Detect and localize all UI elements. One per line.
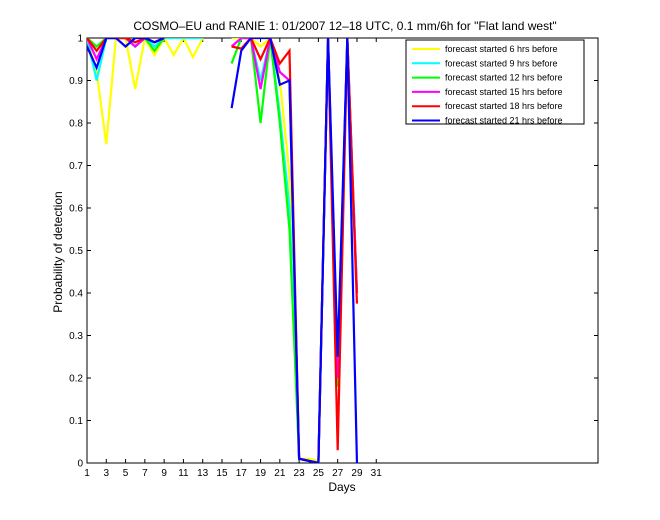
legend-entry-label: forecast started 15 hrs before xyxy=(445,87,563,97)
x-tick-label: 9 xyxy=(161,468,167,479)
y-tick-label: 0.8 xyxy=(69,119,83,130)
x-tick-label: 1 xyxy=(84,468,90,479)
x-tick-label: 17 xyxy=(236,468,248,479)
y-tick-label: 0.5 xyxy=(69,246,83,257)
y-tick-label: 0.1 xyxy=(69,416,83,427)
x-tick-label: 31 xyxy=(371,468,383,479)
x-tick-label: 5 xyxy=(123,468,129,479)
x-tick-label: 29 xyxy=(351,468,363,479)
x-tick-label: 3 xyxy=(104,468,110,479)
x-tick-label: 25 xyxy=(313,468,325,479)
x-axis-title: Days xyxy=(328,480,355,494)
y-tick-label: 0.3 xyxy=(69,331,83,342)
legend-entry-label: forecast started 21 hrs before xyxy=(445,116,563,126)
chart-title: COSMO–EU and RANIE 1: 01/2007 12–18 UTC,… xyxy=(133,19,556,33)
series-line-6 xyxy=(87,38,359,463)
legend-entry-label: forecast started 9 hrs before xyxy=(445,58,558,68)
x-tick-label: 11 xyxy=(178,468,189,479)
legend-entry-label: forecast started 12 hrs before xyxy=(445,73,563,83)
y-tick-label: 0 xyxy=(77,459,83,470)
y-axis-title: Probability of detection xyxy=(51,191,65,312)
x-tick-label: 7 xyxy=(142,468,148,479)
y-tick-label: 1 xyxy=(77,34,83,45)
x-tick-label: 13 xyxy=(197,468,209,479)
y-tick-label: 0.2 xyxy=(69,374,83,385)
x-tick-label: 21 xyxy=(274,468,286,479)
x-tick-label: 23 xyxy=(294,468,306,479)
legend: forecast started 6 hrs before forecast st… xyxy=(405,39,585,126)
y-tick-label: 0.4 xyxy=(69,289,83,300)
x-tick-label: 27 xyxy=(332,468,344,479)
x-tick-label: 19 xyxy=(255,468,267,479)
x-tick-label: 15 xyxy=(216,468,228,479)
y-tick-label: 0.7 xyxy=(69,161,83,172)
y-tick-label: 0.6 xyxy=(69,204,83,215)
legend-entry-label: forecast started 18 hrs before xyxy=(445,101,563,111)
legend-entry-label: forecast started 6 hrs before xyxy=(445,44,558,54)
legend-box xyxy=(405,39,585,125)
y-tick-label: 0.9 xyxy=(69,76,83,87)
